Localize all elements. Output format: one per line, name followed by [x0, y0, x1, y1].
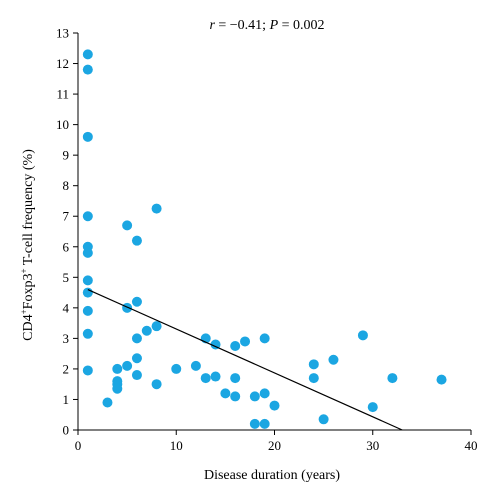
y-tick-label: 9 — [63, 148, 70, 163]
data-point — [220, 388, 231, 399]
trendline-group — [87, 288, 403, 431]
y-tick-label: 10 — [56, 117, 69, 132]
data-point — [82, 211, 93, 222]
data-point — [210, 339, 221, 350]
data-point — [151, 203, 162, 214]
data-point — [357, 330, 368, 341]
data-point — [259, 333, 270, 344]
data-point — [308, 359, 319, 370]
data-point — [82, 49, 93, 60]
data-point — [112, 383, 123, 394]
data-point — [82, 131, 93, 142]
y-axis-title-cd4: CD4 — [21, 314, 36, 340]
data-point — [318, 414, 329, 425]
y-tick-label: 12 — [56, 56, 69, 71]
data-point — [82, 365, 93, 376]
y-axis-title-rest: T-cell frequency (%) — [21, 149, 36, 269]
y-axis-title-foxp3: Foxp3 — [21, 274, 36, 310]
data-point — [131, 333, 142, 344]
x-tick-label: 10 — [170, 438, 183, 453]
data-point — [259, 388, 270, 399]
data-point — [131, 353, 142, 364]
trendline — [87, 288, 403, 431]
data-point — [131, 235, 142, 246]
data-point — [131, 370, 142, 381]
y-axis-title-sup2: + — [19, 268, 29, 273]
x-tick-label: 40 — [465, 438, 478, 453]
data-point — [151, 321, 162, 332]
data-point — [387, 373, 398, 384]
data-points — [82, 49, 447, 429]
y-tick-label: 2 — [63, 361, 70, 376]
data-point — [210, 371, 221, 382]
data-point — [82, 275, 93, 286]
data-point — [230, 373, 241, 384]
y-tick-label: 13 — [56, 26, 69, 41]
data-point — [131, 296, 142, 307]
data-point — [82, 328, 93, 339]
data-point — [190, 360, 201, 371]
y-tick-label: 4 — [63, 300, 70, 315]
data-point — [240, 336, 251, 347]
y-tick-label: 5 — [63, 270, 70, 285]
data-point — [367, 402, 378, 413]
data-point — [230, 391, 241, 402]
data-point — [112, 363, 123, 374]
correlation-annotation: r = −0.41; P = 0.002 — [209, 18, 324, 33]
data-point — [122, 220, 133, 231]
y-tick-label: 11 — [56, 87, 69, 102]
data-point — [122, 302, 133, 313]
x-tick-label: 20 — [268, 438, 281, 453]
y-axis-title: CD4+Foxp3+ T-cell frequency (%) — [19, 149, 36, 341]
data-point — [259, 418, 270, 429]
x-tick-label: 0 — [75, 438, 82, 453]
data-point — [200, 373, 211, 384]
data-point — [230, 341, 241, 352]
y-tick-label: 3 — [63, 331, 70, 346]
y-tick-label: 7 — [63, 209, 70, 224]
x-axis-title: Disease duration (years) — [204, 468, 340, 483]
y-axis-title-sup1: + — [19, 309, 29, 314]
y-tick-label: 6 — [63, 239, 70, 254]
data-point — [151, 379, 162, 390]
data-point — [269, 400, 280, 411]
data-point — [171, 363, 182, 374]
x-tick-label: 30 — [366, 438, 379, 453]
data-point — [141, 325, 152, 336]
data-point — [82, 287, 93, 298]
data-point — [82, 64, 93, 75]
data-point — [436, 374, 447, 385]
data-point — [82, 305, 93, 316]
x-ticks: 0 10 20 30 40 — [75, 430, 478, 453]
data-point — [328, 354, 339, 365]
data-point — [308, 373, 319, 384]
data-point — [102, 397, 113, 408]
y-tick-label: 0 — [63, 423, 70, 438]
data-point — [122, 360, 133, 371]
y-tick-label: 1 — [63, 392, 70, 407]
data-point — [249, 391, 260, 402]
y-tick-label: 8 — [63, 178, 70, 193]
data-point — [82, 247, 93, 258]
data-point — [249, 418, 260, 429]
